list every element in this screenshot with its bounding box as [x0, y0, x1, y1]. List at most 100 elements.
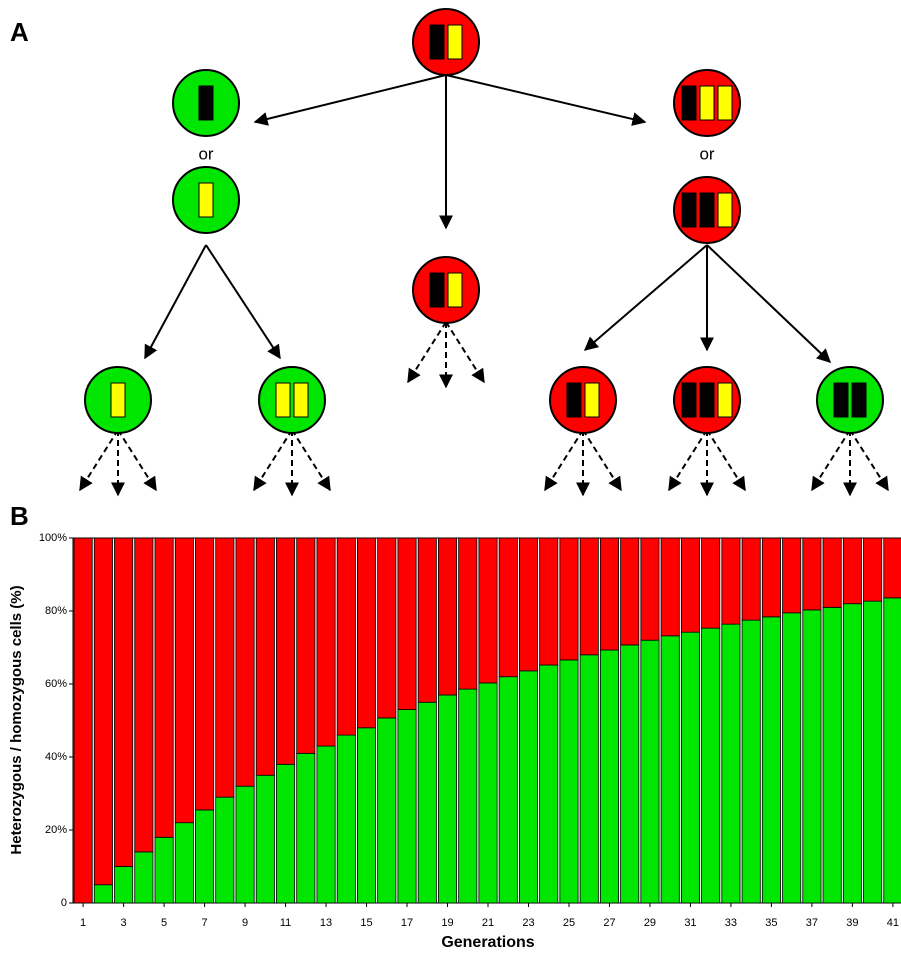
cell [550, 367, 616, 433]
arrow [292, 430, 330, 490]
chromosome [448, 273, 462, 307]
cell [413, 9, 479, 75]
bar-segment [155, 538, 173, 837]
arrow [446, 322, 484, 382]
chromosome [718, 86, 732, 120]
chromosome [682, 383, 696, 417]
bar-segment [459, 538, 477, 689]
bar-segment [540, 665, 558, 903]
chromosome [567, 383, 581, 417]
bar-segment [803, 538, 821, 610]
bar-segment [641, 538, 659, 640]
bar-segment [823, 607, 841, 903]
bar-segment [540, 538, 558, 665]
bar-segment [418, 538, 436, 702]
y-tick-label: 40% [45, 751, 67, 763]
bar-segment [114, 867, 132, 904]
bar-segment [884, 598, 901, 903]
bar-segment [438, 538, 456, 695]
bar-segment [74, 538, 92, 903]
y-tick-label: 60% [45, 678, 67, 690]
x-tick-label: 3 [121, 917, 127, 929]
bar-segment [256, 538, 274, 775]
arrow [669, 430, 707, 490]
bar-segment [459, 689, 477, 903]
y-axis-label: Heterozygous / homozygous cells (%) [8, 585, 25, 854]
bar-segment [357, 538, 375, 728]
bar-segment [94, 538, 112, 885]
figure: A B or or Heterozygous / homozygous cell… [0, 0, 901, 955]
chromosome [700, 86, 714, 120]
bar-segment [762, 538, 780, 617]
chromosome [199, 86, 213, 120]
bar-segment [418, 702, 436, 903]
x-tick-label: 19 [441, 917, 453, 929]
x-tick-label: 37 [806, 917, 818, 929]
bar-segment [297, 538, 315, 753]
bar-segment [337, 735, 355, 903]
chromosome [682, 193, 696, 227]
arrow [812, 430, 850, 490]
bar-segment [378, 718, 396, 903]
y-tick-label: 20% [45, 824, 67, 836]
chromosome [448, 25, 462, 59]
chromosome [682, 86, 696, 120]
arrow [255, 75, 446, 122]
chromosome [700, 383, 714, 417]
x-tick-label: 29 [644, 917, 656, 929]
bar-segment [884, 538, 901, 598]
bar-segment [499, 677, 517, 903]
arrow [408, 322, 446, 382]
bar-segment [641, 640, 659, 903]
bar-segment [135, 538, 153, 852]
x-tick-label: 13 [320, 917, 332, 929]
y-tick-label: 100% [39, 532, 67, 544]
bar-segment [317, 746, 335, 903]
bar-segment [722, 538, 740, 624]
arrow [583, 430, 621, 490]
y-tick-label: 80% [45, 605, 67, 617]
x-tick-label: 21 [482, 917, 494, 929]
arrow [206, 245, 280, 358]
bar-segment [560, 660, 578, 903]
bar-segment [681, 538, 699, 632]
bar-segment [661, 538, 679, 636]
chromosome [834, 383, 848, 417]
chromosome [852, 383, 866, 417]
bar-segment [499, 538, 517, 677]
bar-segment [600, 538, 618, 650]
bar-segment [783, 538, 801, 613]
bar-segment [276, 538, 294, 764]
chromosome [430, 273, 444, 307]
arrow [80, 430, 118, 490]
bar-segment [843, 604, 861, 903]
bar-segment [216, 797, 234, 903]
or-label: or [699, 144, 714, 163]
bar-segment [155, 837, 173, 903]
bar-segment [742, 538, 760, 620]
bar-segment [560, 538, 578, 660]
bar-segment [114, 538, 132, 867]
panel-label: B [10, 501, 29, 531]
arrow [707, 430, 745, 490]
bar-segment [297, 753, 315, 903]
bar-segment [337, 538, 355, 735]
bar-segment [256, 775, 274, 903]
or-label: or [198, 144, 213, 163]
chromosome [718, 383, 732, 417]
bar-segment [195, 810, 213, 903]
bar-segment [175, 823, 193, 903]
bar-segment [276, 764, 294, 903]
chromosome [276, 383, 290, 417]
arrow [850, 430, 888, 490]
cell [817, 367, 883, 433]
x-tick-label: 39 [846, 917, 858, 929]
bar-segment [864, 601, 882, 903]
x-tick-label: 9 [242, 917, 248, 929]
bar-segment [661, 636, 679, 903]
bar-segment [398, 538, 416, 710]
bar-segment [580, 538, 598, 655]
bar-segment [580, 655, 598, 903]
cell [259, 367, 325, 433]
chromosome [294, 383, 308, 417]
